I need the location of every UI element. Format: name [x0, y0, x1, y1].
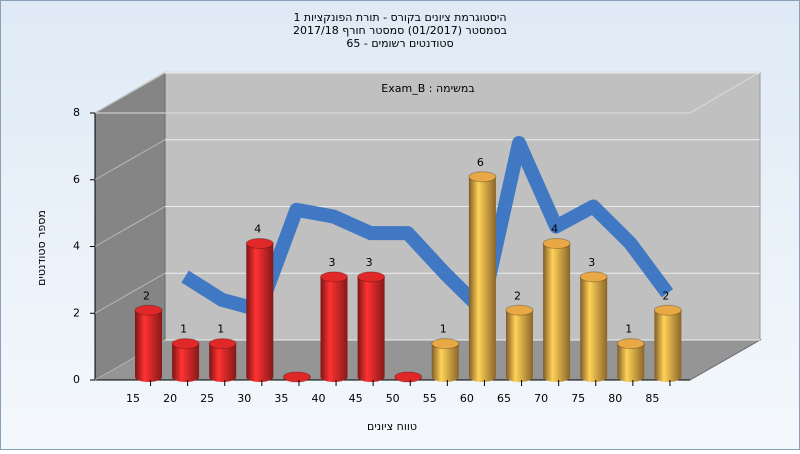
value-label: 3: [588, 256, 595, 269]
value-label: 2: [143, 289, 150, 302]
grid-line: [94, 272, 166, 314]
bar: [245, 238, 274, 382]
bar-top: [208, 338, 237, 350]
x-tick-label: 75: [571, 392, 585, 405]
grid-line: [94, 72, 166, 114]
bar-top: [542, 238, 571, 249]
grid-line: [94, 206, 166, 247]
bar: [320, 271, 348, 382]
x-tick-label: 70: [534, 392, 548, 405]
x-tick-label: 55: [423, 392, 437, 405]
y-axis-label: מספר סטודנטים: [35, 210, 48, 286]
bar-body: [580, 276, 608, 377]
value-label: 3: [329, 256, 336, 269]
bar-body: [209, 343, 237, 377]
bar-top: [245, 238, 274, 249]
bar-top: [616, 338, 645, 350]
bar-body: [468, 176, 496, 377]
value-label: 4: [551, 223, 558, 236]
bar: [134, 304, 163, 382]
y-tick-label: 8: [73, 106, 80, 119]
bar-top: [431, 338, 460, 350]
value-label: 3: [366, 256, 373, 269]
y-tick-label: 2: [73, 306, 80, 319]
bar-body: [506, 310, 533, 377]
bar: [653, 304, 682, 382]
x-tick-label: 20: [163, 392, 177, 405]
x-tick-label: 25: [200, 392, 214, 405]
bar-body: [357, 276, 385, 377]
bar: [579, 271, 608, 382]
title-line: סטודנטים רשומים - 65: [346, 37, 453, 50]
x-tick-label: 45: [349, 392, 363, 405]
value-label: 1: [180, 323, 187, 336]
bar: [468, 171, 497, 382]
value-label: 6: [477, 156, 484, 169]
bar-top: [282, 371, 311, 383]
title-line: בסמסטר (01/2017) סמסטר חורף 2017/18: [293, 24, 507, 37]
value-label: 2: [662, 289, 669, 302]
bar: [394, 371, 423, 383]
x-tick-label: 35: [274, 392, 288, 405]
bar-body: [543, 243, 571, 377]
bar-body: [617, 343, 645, 377]
bar: [431, 338, 460, 382]
bar-body: [246, 243, 274, 377]
bar-body: [320, 276, 348, 377]
y-tick-label: 4: [73, 240, 80, 253]
annotation: במשימה : Exam_B: [381, 82, 474, 95]
x-tick-label: 50: [386, 392, 400, 405]
bar-top: [468, 171, 497, 183]
bar: [171, 338, 200, 382]
x-tick-label: 15: [126, 392, 140, 405]
x-tick-label: 40: [312, 392, 326, 405]
x-tick-label: 85: [645, 392, 659, 405]
bar-body: [135, 310, 162, 377]
x-tick-label: 60: [460, 392, 474, 405]
value-label: 1: [625, 323, 632, 336]
bar-top: [394, 371, 423, 383]
bar: [357, 271, 386, 382]
bar-top: [579, 271, 608, 283]
bar-body: [431, 343, 459, 377]
value-label: 4: [254, 223, 261, 236]
grid-line: [94, 139, 166, 181]
y-tick-label: 0: [73, 373, 80, 386]
bar: [282, 371, 311, 383]
value-label: 1: [217, 323, 224, 336]
bar-top: [505, 304, 534, 316]
value-label: 2: [514, 289, 521, 302]
value-label: 1: [440, 323, 447, 336]
bar-top: [171, 338, 200, 350]
x-tick-label: 30: [237, 392, 251, 405]
bar-body: [172, 343, 200, 377]
bar: [208, 338, 237, 382]
bar: [542, 238, 571, 382]
bar-body: [654, 310, 682, 377]
bar-top: [357, 271, 386, 283]
y-tick-label: 6: [73, 173, 80, 186]
bar-top: [134, 304, 163, 316]
bar-top: [653, 304, 682, 316]
x-axis-label: טווח ציונים: [367, 420, 417, 433]
x-tick-label: 80: [608, 392, 622, 405]
bar: [616, 338, 645, 382]
top-edge: [93, 71, 762, 114]
title-line: היסטוגרמת ציונים בקורס - תורת הפונקציות …: [293, 11, 506, 24]
x-tick-label: 65: [497, 392, 511, 405]
bar-top: [320, 271, 348, 283]
bar: [505, 304, 534, 382]
